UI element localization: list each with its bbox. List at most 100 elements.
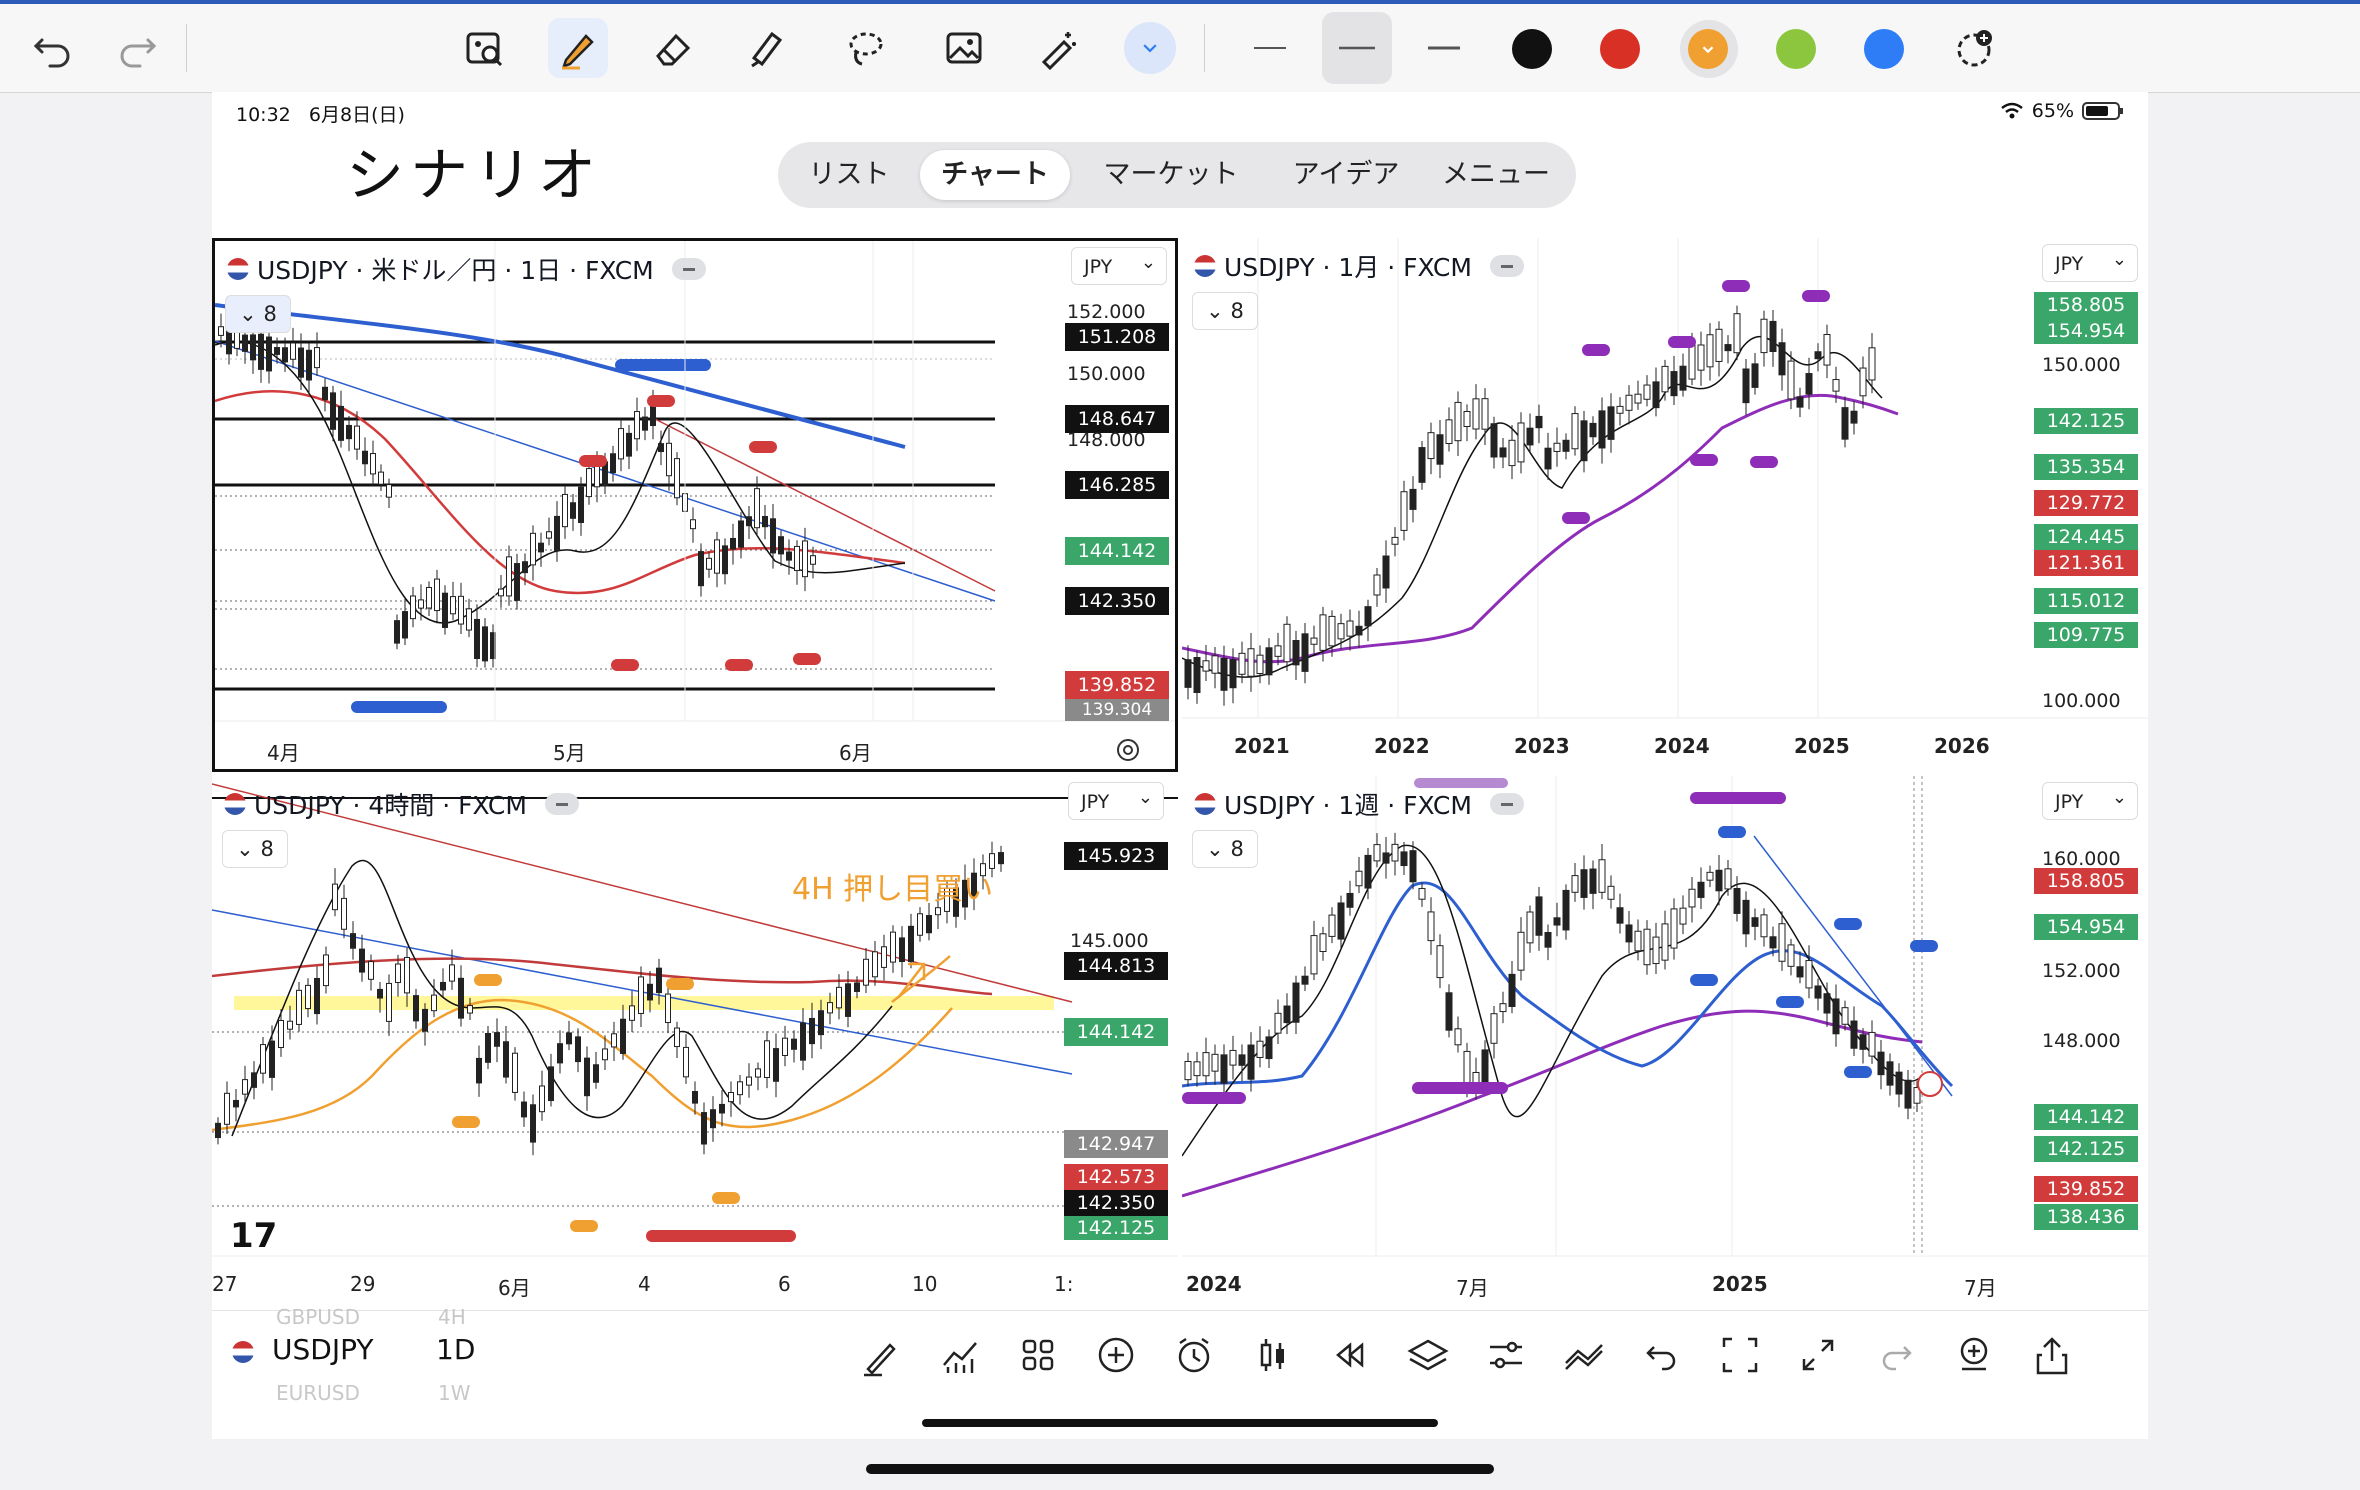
alarm-clock-icon[interactable] bbox=[1172, 1333, 1216, 1377]
main-tabs: リスト チャート マーケット アイデア メニュー bbox=[778, 142, 1576, 208]
eraser-icon[interactable] bbox=[642, 18, 702, 78]
currency-select[interactable]: JPY bbox=[2042, 779, 2138, 820]
layout-grid-icon[interactable] bbox=[1016, 1333, 1060, 1377]
stroke-thin-icon[interactable] bbox=[1240, 18, 1300, 78]
x-label: 2025 bbox=[1712, 1272, 1768, 1296]
currency-select[interactable]: JPY bbox=[1068, 779, 1164, 820]
color-green[interactable] bbox=[1776, 29, 1816, 69]
settings-sliders-icon[interactable] bbox=[1484, 1333, 1528, 1377]
redo-icon[interactable] bbox=[108, 18, 168, 78]
toolbar-divider bbox=[186, 24, 187, 72]
price-tag: 158.805 bbox=[2034, 292, 2138, 318]
tab-market[interactable]: マーケット bbox=[1103, 159, 1239, 190]
pen-tool-icon[interactable] bbox=[860, 1333, 904, 1377]
price-tag: 154.954 bbox=[2034, 914, 2138, 940]
replay-icon[interactable] bbox=[1328, 1333, 1372, 1377]
color-red[interactable] bbox=[1600, 29, 1640, 69]
lasso-icon[interactable] bbox=[836, 18, 896, 78]
currency-select[interactable]: JPY bbox=[2042, 241, 2138, 282]
panel-title: USDJPY · 4時間 · FXCM bbox=[224, 786, 579, 822]
tab-menu[interactable]: メニュー bbox=[1442, 159, 1550, 190]
undo-chart-icon[interactable] bbox=[1640, 1333, 1684, 1377]
undo-icon[interactable] bbox=[22, 18, 82, 78]
indicator-count: 8 bbox=[1230, 299, 1244, 323]
collapse-icon[interactable] bbox=[544, 793, 579, 815]
currency-select[interactable]: JPY bbox=[1071, 244, 1167, 285]
indicator-toggle[interactable]: ⌄ 8 bbox=[1192, 292, 1258, 330]
share-icon[interactable] bbox=[2030, 1333, 2074, 1377]
x-label: 4 bbox=[638, 1272, 651, 1296]
ghost-interval: 4H bbox=[438, 1305, 466, 1329]
collapse-icon[interactable] bbox=[1489, 255, 1524, 277]
expand-icon[interactable] bbox=[1796, 1333, 1840, 1377]
us-flag-icon bbox=[227, 258, 249, 280]
collapse-icon[interactable] bbox=[671, 258, 706, 280]
chevron-down-icon[interactable] bbox=[1124, 22, 1176, 74]
stroke-thick-icon[interactable] bbox=[1414, 18, 1474, 78]
trend-lines-icon[interactable] bbox=[1562, 1333, 1606, 1377]
x-label: 6月 bbox=[839, 741, 872, 765]
us-flag-icon bbox=[1194, 255, 1216, 277]
color-black[interactable] bbox=[1512, 29, 1552, 69]
color-blue[interactable] bbox=[1864, 29, 1904, 69]
x-label: 2022 bbox=[1374, 734, 1430, 758]
tab-list[interactable]: リスト bbox=[808, 159, 890, 190]
collapse-icon[interactable] bbox=[1489, 793, 1524, 815]
h4-candles bbox=[215, 841, 1004, 1156]
indicator-toggle[interactable]: ⌄ 8 bbox=[225, 295, 291, 333]
price-tag: 151.208 bbox=[1065, 323, 1169, 351]
price-tag: 142.350 bbox=[1064, 1190, 1168, 1216]
price-tag-current: 144.142 bbox=[1065, 537, 1169, 565]
purple-marker bbox=[1414, 778, 1508, 788]
price-label: 148.000 bbox=[2042, 1030, 2121, 1052]
add-indicator-icon[interactable] bbox=[1952, 1333, 1996, 1377]
add-color-icon[interactable] bbox=[1944, 18, 2004, 78]
stroke-medium-icon[interactable] bbox=[1322, 12, 1392, 84]
redo-chart-icon[interactable] bbox=[1874, 1333, 1918, 1377]
top-accent-line bbox=[0, 0, 2360, 4]
price-tag: 142.947 bbox=[1064, 1130, 1168, 1158]
chart-panel-4h[interactable]: USDJPY · 4時間 · FXCM ⌄ 8 JPY 4H 押し目買い 145… bbox=[212, 776, 1178, 1310]
price-label: 152.000 bbox=[1067, 301, 1146, 323]
interval-selector[interactable]: 1D bbox=[436, 1333, 476, 1366]
x-label: 2024 bbox=[1186, 1272, 1242, 1296]
battery-percent: 65% bbox=[2031, 100, 2074, 122]
ghost-symbol: EURUSD bbox=[276, 1381, 360, 1405]
price-tag: 138.436 bbox=[2034, 1204, 2138, 1230]
chart-panel-monthly[interactable]: USDJPY · 1月 · FXCM ⌄ 8 JPY 158.805 154.9… bbox=[1182, 238, 2148, 772]
price-tag: 135.354 bbox=[2034, 454, 2138, 480]
add-circle-icon[interactable] bbox=[1094, 1333, 1138, 1377]
color-orange[interactable] bbox=[1688, 29, 1728, 69]
image-icon[interactable] bbox=[934, 18, 994, 78]
chart-panel-daily[interactable]: USDJPY · 米ドル／円 · 1日 · FXCM ⌄ 8 JPY 152.0… bbox=[212, 238, 1178, 772]
home-indicator[interactable] bbox=[922, 1419, 1438, 1427]
indicator-toggle[interactable]: ⌄ 8 bbox=[1192, 830, 1258, 868]
price-label: 150.000 bbox=[2042, 354, 2121, 376]
x-label: 5月 bbox=[553, 741, 586, 765]
candlestick-icon[interactable] bbox=[1250, 1333, 1294, 1377]
home-indicator-outer[interactable] bbox=[866, 1464, 1494, 1474]
indicator-toggle[interactable]: ⌄ 8 bbox=[222, 830, 288, 868]
status-time: 10:32 bbox=[236, 104, 291, 126]
tab-chart[interactable]: チャート bbox=[920, 150, 1070, 200]
highlighter-icon[interactable] bbox=[736, 18, 796, 78]
fullscreen-frame-icon[interactable] bbox=[1718, 1333, 1762, 1377]
settings-icon[interactable] bbox=[1115, 737, 1141, 763]
pen-icon[interactable] bbox=[548, 18, 608, 78]
price-label: 145.000 bbox=[1070, 930, 1149, 952]
indicators-icon[interactable] bbox=[938, 1333, 982, 1377]
symbol-selector[interactable]: USDJPY bbox=[272, 1333, 374, 1366]
status-date: 6月8日(日) bbox=[308, 104, 405, 126]
panel-title-text: USDJPY · 米ドル／円 · 1日 · FXCM bbox=[257, 256, 654, 285]
price-tag: 109.775 bbox=[2034, 622, 2138, 648]
chart-panel-weekly[interactable]: USDJPY · 1週 · FXCM ⌄ 8 JPY 160.000 158.8… bbox=[1182, 776, 2148, 1310]
zoom-image-icon[interactable] bbox=[454, 18, 514, 78]
magic-wand-icon[interactable] bbox=[1028, 18, 1088, 78]
daily-chart-canvas bbox=[215, 241, 1175, 722]
price-tag: 129.772 bbox=[2034, 490, 2138, 516]
price-tag: 145.923 bbox=[1064, 842, 1168, 870]
layers-icon[interactable] bbox=[1406, 1333, 1450, 1377]
ghost-interval: 1W bbox=[438, 1381, 471, 1405]
tab-ideas[interactable]: アイデア bbox=[1292, 159, 1400, 190]
x-label: 2024 bbox=[1654, 734, 1710, 758]
